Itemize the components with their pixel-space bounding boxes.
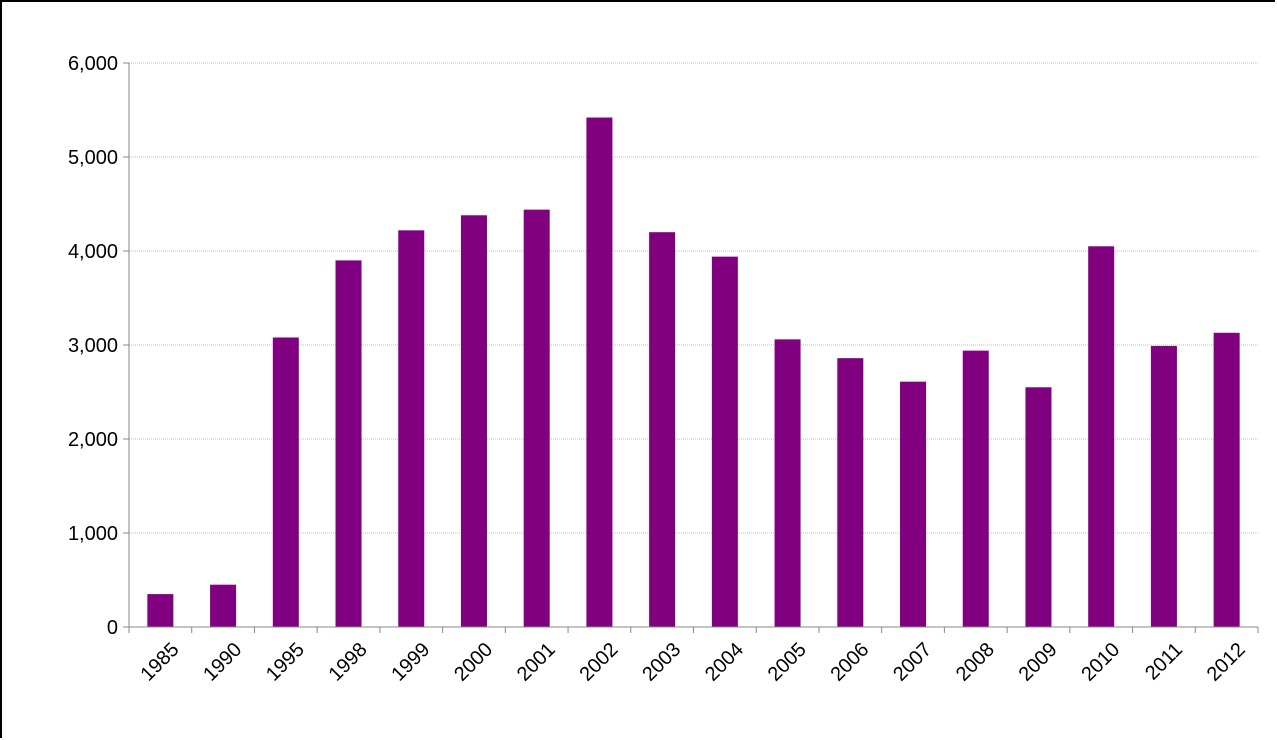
y-tick-label: 4,000 bbox=[68, 241, 118, 263]
x-tick-label: 1998 bbox=[325, 639, 372, 686]
x-tick-label: 2009 bbox=[1015, 639, 1062, 686]
bar-2000 bbox=[460, 215, 487, 627]
bar-1985 bbox=[147, 594, 174, 627]
x-tick-label: 2005 bbox=[764, 639, 811, 686]
bar-2005 bbox=[774, 339, 801, 627]
y-tick-labels: 0 1,000 2,000 3,000 4,000 5,000 6,000 bbox=[68, 53, 118, 639]
x-tick-label: 2004 bbox=[701, 639, 748, 686]
x-tick-label: 2000 bbox=[450, 639, 497, 686]
y-tick-label: 5,000 bbox=[68, 147, 118, 169]
bar-1999 bbox=[398, 230, 425, 627]
bar-2012 bbox=[1213, 332, 1240, 627]
bar-2004 bbox=[711, 256, 738, 627]
bar-2008 bbox=[962, 350, 989, 627]
gridlines bbox=[123, 62, 1259, 633]
x-tick-label: 2002 bbox=[576, 639, 623, 686]
bar-1995 bbox=[272, 337, 299, 627]
y-tick-label: 1,000 bbox=[68, 523, 118, 545]
y-tick-label: 3,000 bbox=[68, 335, 118, 357]
x-tick-label: 1995 bbox=[262, 639, 309, 686]
x-tick-label: 2001 bbox=[513, 639, 560, 686]
x-tick-label: 2007 bbox=[889, 639, 936, 686]
x-tick-label: 2010 bbox=[1077, 639, 1124, 686]
x-tick-label: 2003 bbox=[638, 639, 685, 686]
x-tick-label: 2011 bbox=[1141, 639, 1187, 685]
bar-2006 bbox=[837, 358, 864, 627]
x-tick-label: 1985 bbox=[136, 639, 183, 686]
x-tick-labels: 1985 1990 1995 1998 1999 2000 2001 2002 2003 2004… bbox=[136, 639, 1249, 686]
y-tick-label: 0 bbox=[107, 617, 118, 639]
x-tick-label: 2006 bbox=[826, 639, 873, 686]
x-tick-label: 1999 bbox=[387, 639, 434, 686]
bar-2002 bbox=[586, 117, 613, 628]
bar-2001 bbox=[523, 209, 550, 627]
x-tick-label: 2008 bbox=[952, 639, 999, 686]
axes bbox=[128, 63, 1258, 628]
bar-2007 bbox=[900, 381, 927, 627]
bar-2011 bbox=[1150, 345, 1177, 627]
bar-1990 bbox=[210, 584, 237, 627]
bars bbox=[147, 117, 1240, 628]
y-tick-label: 6,000 bbox=[68, 53, 118, 75]
x-tick-label: 2012 bbox=[1203, 639, 1250, 686]
y-tick-label: 2,000 bbox=[68, 429, 118, 451]
bar-2010 bbox=[1088, 246, 1115, 628]
bar-2003 bbox=[649, 232, 676, 627]
bar-2009 bbox=[1025, 387, 1052, 627]
bar-1998 bbox=[335, 260, 362, 627]
x-tick-label: 1990 bbox=[199, 639, 246, 686]
